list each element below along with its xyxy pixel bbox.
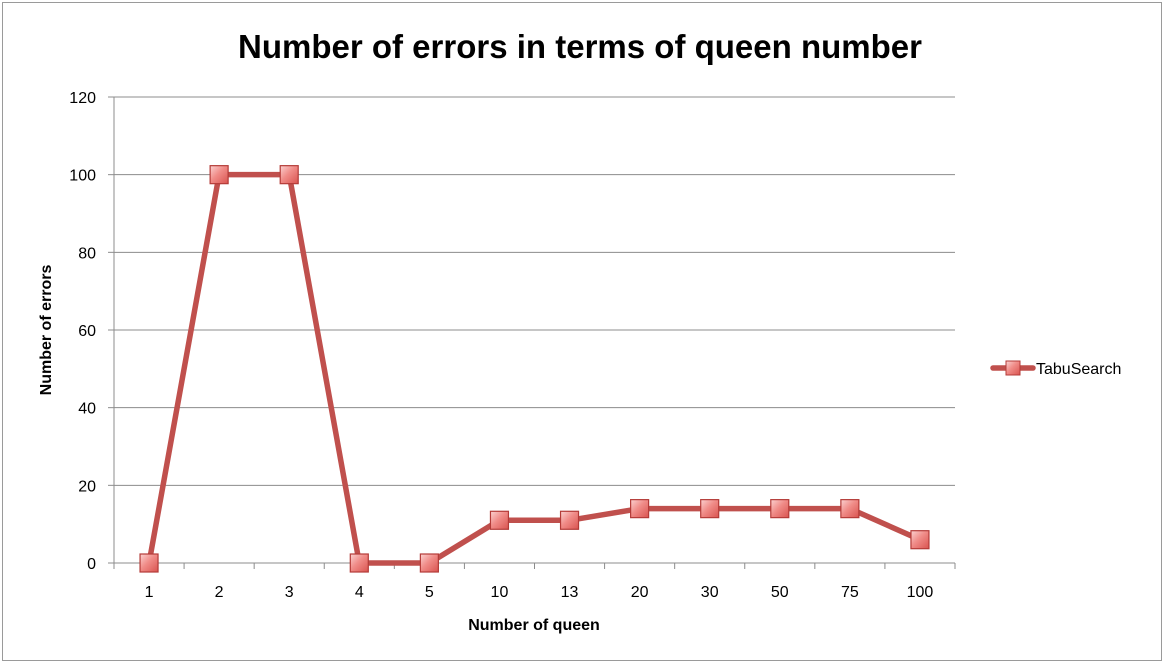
x-tick-label: 2: [215, 584, 224, 601]
x-tick-label: 13: [561, 584, 579, 601]
x-tick-label: 75: [841, 584, 859, 601]
x-tick-label: 100: [907, 584, 934, 601]
gridlines: [114, 96, 955, 486]
data-point-marker: [559, 510, 580, 530]
y-tick-label: 20: [78, 478, 96, 495]
x-tick-label: 5: [425, 584, 434, 601]
y-tick-label: 120: [69, 90, 96, 107]
data-point-marker: [630, 499, 650, 519]
x-tick-label: 4: [355, 584, 364, 601]
data-point-marker: [840, 499, 860, 519]
y-tick-label: 0: [87, 556, 96, 573]
data-point-marker: [349, 553, 369, 573]
series-layer: [139, 165, 930, 573]
series-line: [146, 171, 923, 566]
x-tick-label: 20: [631, 584, 649, 601]
x-tick-label: 1: [145, 584, 154, 601]
y-axis-ticks: 0 20 40 60 80 100 120: [69, 90, 114, 573]
data-point-marker: [489, 510, 510, 530]
x-tick-label: 3: [285, 584, 294, 601]
data-point-marker: [209, 165, 229, 185]
y-axis-title: Number of errors: [38, 265, 55, 396]
data-point-marker: [139, 553, 159, 573]
x-tick-label: 30: [701, 584, 719, 601]
y-tick-label: 100: [69, 168, 96, 185]
x-tick-label: 10: [491, 584, 509, 601]
x-axis-ticks: 1 2 3 4 5 10 13 20 30 50 75 100: [113, 563, 956, 601]
chart-title: Number of errors in terms of queen numbe…: [238, 28, 922, 65]
y-tick-label: 60: [78, 323, 96, 340]
data-point-marker: [419, 553, 439, 573]
y-tick-label: 80: [78, 245, 96, 262]
data-point-marker: [910, 530, 930, 550]
y-tick-label: 40: [78, 401, 96, 418]
data-point-marker: [279, 165, 299, 185]
legend-marker: [1005, 360, 1021, 376]
data-point-marker: [770, 499, 790, 519]
legend-label: TabuSearch: [1036, 361, 1121, 378]
legend: TabuSearch: [990, 360, 1121, 378]
data-point-marker: [700, 499, 720, 519]
x-axis-title: Number of queen: [468, 617, 600, 634]
x-tick-label: 50: [771, 584, 789, 601]
